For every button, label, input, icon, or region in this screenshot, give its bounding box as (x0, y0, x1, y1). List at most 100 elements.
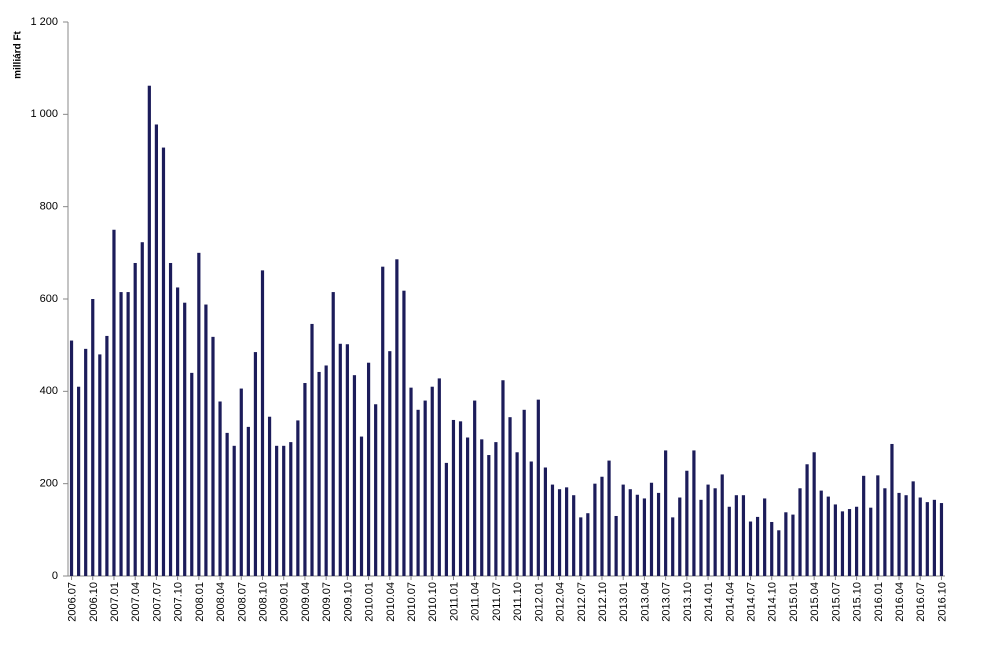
bar (692, 450, 696, 576)
bar (911, 481, 915, 576)
x-tick-label: 2013.01 (618, 582, 630, 622)
bar (819, 490, 823, 576)
bar (246, 426, 250, 576)
bar (847, 509, 852, 576)
x-tick-label: 2010.04 (385, 582, 397, 622)
bar (98, 354, 102, 576)
y-tick-label: 800 (40, 201, 58, 213)
bar (812, 452, 816, 576)
bar (253, 352, 258, 576)
bar (105, 335, 109, 576)
bar (239, 388, 243, 576)
bar (543, 467, 547, 576)
bar (918, 497, 922, 576)
bar (147, 85, 151, 577)
bar (119, 292, 123, 576)
x-tick-label: 2013.04 (639, 582, 651, 622)
bar (671, 517, 675, 576)
x-tick-label: 2011.04 (470, 582, 482, 621)
bar (755, 516, 760, 576)
bar (734, 495, 738, 576)
x-tick-label: 2016.10 (936, 582, 948, 622)
bar (154, 124, 159, 577)
x-tick-label: 2015.04 (809, 582, 821, 622)
x-tick-label: 2014.10 (767, 582, 779, 622)
bar (218, 401, 222, 576)
bar (430, 386, 434, 576)
bar (635, 494, 639, 576)
bar (381, 266, 385, 576)
x-tick-label: 2014.07 (746, 582, 758, 622)
bar (204, 304, 208, 576)
bar (197, 252, 201, 577)
bar (416, 409, 420, 576)
bar (388, 351, 392, 576)
bar (310, 323, 314, 576)
bar (727, 506, 731, 576)
bar (409, 387, 413, 576)
bar (649, 482, 654, 576)
bar (869, 507, 873, 576)
x-tick-label: 2007.10 (173, 582, 185, 622)
x-tick-label: 2011.10 (512, 582, 524, 621)
x-tick-label: 2013.10 (682, 582, 694, 622)
bar (529, 461, 533, 576)
x-tick-label: 2010.01 (364, 582, 376, 622)
bar (826, 496, 830, 576)
y-tick-label: 200 (40, 478, 58, 490)
bar (621, 484, 625, 576)
bar (168, 262, 173, 576)
bar (854, 506, 859, 576)
bar (932, 499, 936, 576)
x-tick-label: 2008.01 (194, 582, 206, 622)
bar (522, 409, 526, 576)
bar (84, 348, 88, 576)
x-tick-label: 2016.07 (915, 582, 927, 622)
bar (282, 445, 286, 576)
bar (176, 287, 180, 576)
bar (211, 336, 215, 576)
bar (267, 416, 272, 576)
bar (678, 497, 682, 576)
bar (494, 442, 498, 576)
x-tick-label: 2009.10 (342, 582, 354, 622)
bar (904, 495, 908, 576)
x-tick-label: 2014.01 (703, 582, 715, 622)
bar (437, 378, 441, 576)
x-tick-label: 2007.04 (130, 582, 142, 622)
bar (395, 259, 399, 576)
bar (289, 442, 293, 576)
bar (473, 400, 477, 576)
bar (550, 484, 555, 576)
x-tick-label: 2015.07 (830, 582, 842, 622)
x-tick-label: 2016.04 (894, 582, 906, 622)
bar (628, 489, 632, 576)
x-tick-label: 2015.10 (852, 582, 864, 622)
bar (374, 404, 378, 576)
y-tick-label: 1 200 (30, 16, 58, 28)
bar (352, 375, 357, 576)
bar (133, 262, 137, 576)
bar (508, 417, 512, 576)
bar (296, 420, 300, 576)
bar (614, 515, 618, 576)
x-tick-label: 2012.04 (555, 582, 567, 622)
bar (260, 270, 265, 576)
bar (423, 400, 427, 576)
bar (126, 292, 130, 576)
bar (275, 445, 279, 576)
x-tick-label: 2006.10 (88, 582, 100, 622)
x-tick-label: 2013.07 (661, 582, 673, 622)
bar (699, 499, 703, 576)
bar (557, 489, 562, 576)
bar (770, 521, 774, 576)
bar (741, 495, 746, 576)
x-tick-label: 2010.10 (427, 582, 439, 622)
bar (487, 455, 491, 576)
bar (706, 484, 710, 576)
y-tick-label: 400 (40, 385, 58, 397)
y-tick-label: 600 (40, 293, 58, 305)
bar (303, 383, 307, 576)
bar (593, 483, 597, 576)
bar (466, 437, 470, 576)
